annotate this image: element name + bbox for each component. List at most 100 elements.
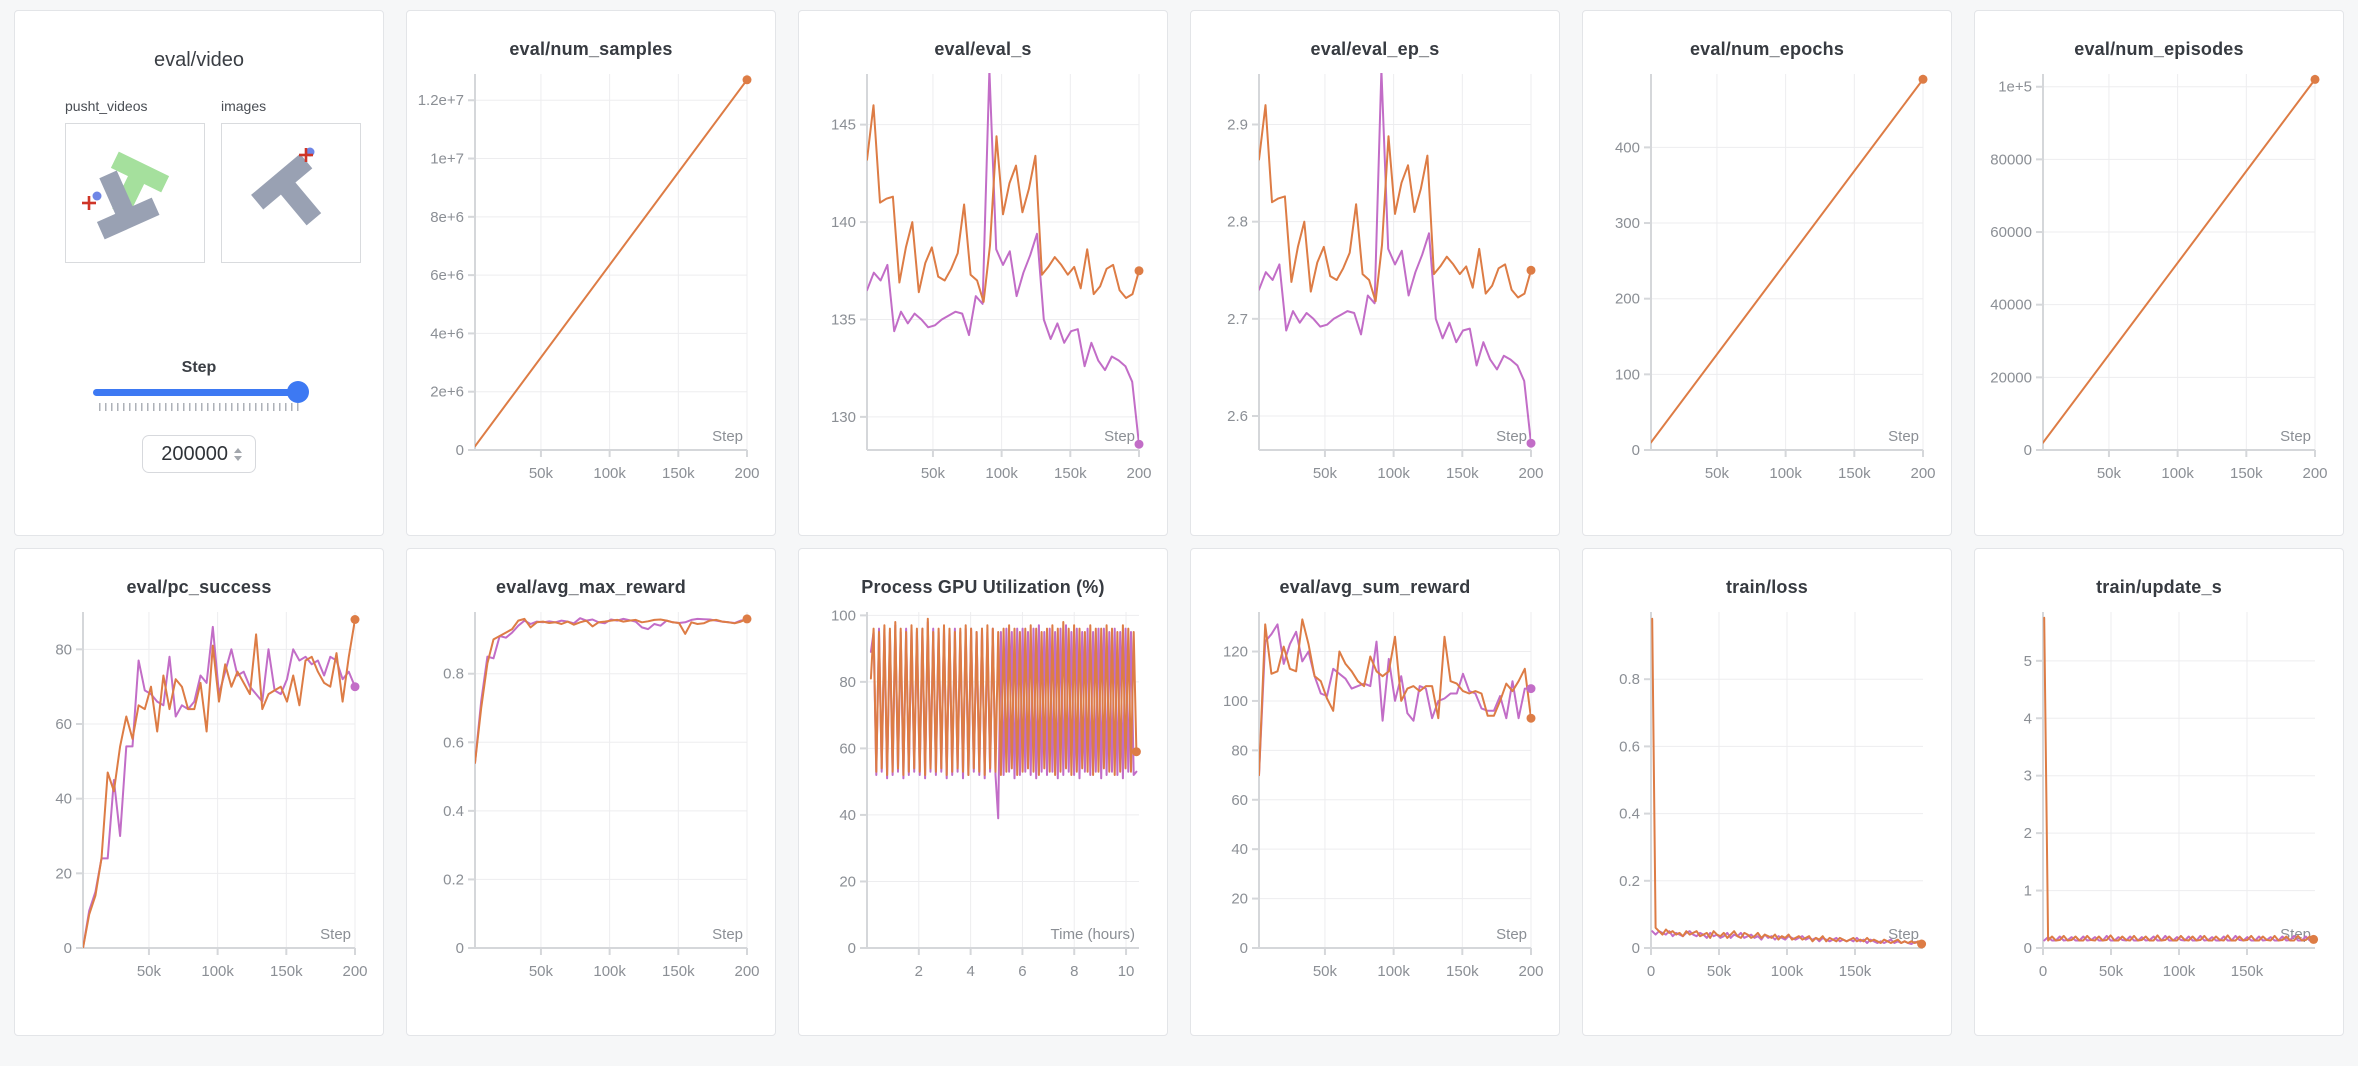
- svg-text:1e+5: 1e+5: [1998, 79, 2032, 96]
- pusht-video-thumbnail[interactable]: [65, 123, 205, 263]
- svg-text:200: 200: [1615, 291, 1640, 308]
- media-row: pusht_videos: [29, 98, 369, 263]
- step-input-box: [142, 435, 256, 473]
- svg-text:100k: 100k: [1771, 963, 1804, 980]
- block-t-shape: [96, 170, 160, 240]
- step-input-spinner[interactable]: [234, 447, 242, 461]
- step-input[interactable]: [156, 442, 228, 466]
- panel-title: train/loss: [1725, 577, 1809, 597]
- svg-text:6e+6: 6e+6: [430, 267, 464, 284]
- svg-text:0: 0: [1632, 442, 1640, 459]
- chart-gpu-utilization[interactable]: 2 4 6 8 10 0 20 40 60 80 100 Time (hours): [813, 604, 1153, 994]
- svg-text:400: 400: [1615, 139, 1640, 156]
- panel-title: eval/num_episodes: [2074, 39, 2244, 59]
- svg-text:200: 200: [1518, 963, 1543, 980]
- svg-text:0: 0: [2039, 963, 2047, 980]
- svg-text:6: 6: [1018, 963, 1026, 980]
- chart-eval-avg-max-reward[interactable]: 50k 100k 150k 200 0 0.2 0.4 0.6 0.8 Step: [421, 604, 761, 994]
- svg-text:40: 40: [1231, 841, 1248, 858]
- svg-text:0: 0: [2024, 442, 2032, 459]
- block-t-shape: [251, 153, 322, 226]
- svg-text:50k: 50k: [529, 465, 554, 482]
- svg-text:100k: 100k: [593, 963, 626, 980]
- svg-text:150k: 150k: [1838, 465, 1871, 482]
- chart-eval-num-epochs[interactable]: 50k 100k 150k 200 0 100 200 300 400 Step: [1597, 66, 1937, 496]
- svg-text:200: 200: [1910, 465, 1935, 482]
- chart-eval-pc-success[interactable]: 50k 100k 150k 200 0 20 40 60 80 Step: [29, 604, 369, 994]
- svg-text:2: 2: [915, 963, 923, 980]
- svg-text:0.6: 0.6: [443, 734, 464, 751]
- svg-text:100k: 100k: [593, 465, 626, 482]
- svg-text:50k: 50k: [1705, 465, 1730, 482]
- chart-eval-num-episodes[interactable]: 50k 100k 150k 200 0 20000 40000 60000 80000 1e+5 S…: [1989, 66, 2329, 496]
- svg-text:80: 80: [1231, 742, 1248, 759]
- svg-text:10: 10: [1118, 963, 1135, 980]
- step-slider[interactable]: [93, 381, 309, 403]
- panel-eval-num-episodes: eval/num_episodes 50k 100k 150k 200 0 20000 40…: [1974, 10, 2344, 536]
- svg-text:100k: 100k: [2163, 963, 2196, 980]
- chart-eval-num-samples[interactable]: 50k 100k 150k 200 0 2e+6 4e+6 6e+6 8e+6 1e+7 1.2e+…: [418, 66, 761, 496]
- svg-text:3: 3: [2024, 768, 2032, 785]
- panel-title: eval/eval_ep_s: [1310, 39, 1440, 59]
- step-slider-block: Step: [93, 359, 309, 411]
- svg-text:0: 0: [2024, 940, 2032, 957]
- svg-text:60: 60: [839, 740, 856, 757]
- images-thumbnail[interactable]: [221, 123, 361, 263]
- chart-train-update-s[interactable]: 0 50k 100k 150k 0 1 2 3 4 5 Step: [1989, 604, 2329, 994]
- svg-text:100k: 100k: [1769, 465, 1802, 482]
- svg-text:20: 20: [1231, 891, 1248, 908]
- svg-text:80: 80: [839, 674, 856, 691]
- svg-text:Step: Step: [2280, 428, 2311, 445]
- panel-eval-avg-max-reward: eval/avg_max_reward 50k 100k 150k 200 0 0.2 0.…: [406, 548, 776, 1036]
- svg-text:100: 100: [1223, 693, 1248, 710]
- images-scene: [251, 147, 322, 226]
- svg-text:Step: Step: [1888, 428, 1919, 445]
- media-pusht-videos: pusht_videos: [65, 98, 205, 263]
- svg-text:0: 0: [1240, 940, 1248, 957]
- panel-eval-num-samples: eval/num_samples 50k 100k 150k 200 0 2e+6 4e+6…: [406, 10, 776, 536]
- svg-text:140: 140: [831, 214, 856, 231]
- svg-text:50k: 50k: [2099, 963, 2124, 980]
- panel-title: eval/num_epochs: [1689, 39, 1845, 59]
- chart-eval-avg-sum-reward[interactable]: 50k 100k 150k 200 0 20 40 60 80 100 120 Step: [1205, 604, 1545, 994]
- svg-text:2.8: 2.8: [1227, 214, 1248, 231]
- chart-train-loss[interactable]: 0 50k 100k 150k 0 0.2 0.4 0.6 0.8 Step: [1597, 604, 1937, 994]
- svg-text:0: 0: [456, 940, 464, 957]
- svg-text:1.2e+7: 1.2e+7: [418, 92, 464, 109]
- chart-eval-eval-ep-s[interactable]: 50k 100k 150k 200 2.6 2.7 2.8 2.9 Step: [1205, 66, 1545, 496]
- svg-text:8: 8: [1070, 963, 1078, 980]
- svg-text:0.8: 0.8: [1619, 671, 1640, 688]
- svg-text:2e+6: 2e+6: [430, 384, 464, 401]
- svg-text:50k: 50k: [921, 465, 946, 482]
- svg-text:20: 20: [55, 865, 72, 882]
- chevron-up-icon[interactable]: [234, 447, 242, 453]
- svg-text:Step: Step: [712, 428, 743, 445]
- svg-text:60000: 60000: [1990, 224, 2032, 241]
- svg-text:1: 1: [2024, 883, 2032, 900]
- svg-text:100k: 100k: [985, 465, 1018, 482]
- media-caption: images: [221, 98, 267, 114]
- step-slider-thumb[interactable]: [287, 381, 309, 403]
- svg-text:Time (hours): Time (hours): [1051, 926, 1135, 943]
- svg-text:50k: 50k: [137, 963, 162, 980]
- goal-cross-icon: [299, 148, 313, 162]
- svg-text:80: 80: [55, 641, 72, 658]
- svg-text:2.9: 2.9: [1227, 117, 1248, 134]
- svg-text:20000: 20000: [1990, 369, 2032, 386]
- svg-text:150k: 150k: [662, 465, 695, 482]
- svg-text:1e+7: 1e+7: [430, 151, 464, 168]
- svg-text:2.7: 2.7: [1227, 311, 1248, 328]
- svg-text:Step: Step: [320, 926, 351, 943]
- panel-title: Process GPU Utilization (%): [861, 577, 1105, 597]
- svg-text:150k: 150k: [2231, 963, 2264, 980]
- chart-eval-eval-s[interactable]: 50k 100k 150k 200 130 135 140 145 Step: [813, 66, 1153, 496]
- chevron-down-icon[interactable]: [234, 455, 242, 461]
- svg-text:50k: 50k: [1313, 465, 1338, 482]
- panel-title: eval/avg_sum_reward: [1279, 577, 1471, 597]
- svg-text:200: 200: [734, 465, 759, 482]
- svg-text:150k: 150k: [1446, 963, 1479, 980]
- panel-eval-num-epochs: eval/num_epochs 50k 100k 150k 200 0 100 200 300…: [1582, 10, 1952, 536]
- panel-eval-eval-s: eval/eval_s 50k 100k 150k 200 130 135 140 145 St…: [798, 10, 1168, 536]
- step-slider-label: Step: [181, 359, 217, 376]
- svg-text:0: 0: [64, 940, 72, 957]
